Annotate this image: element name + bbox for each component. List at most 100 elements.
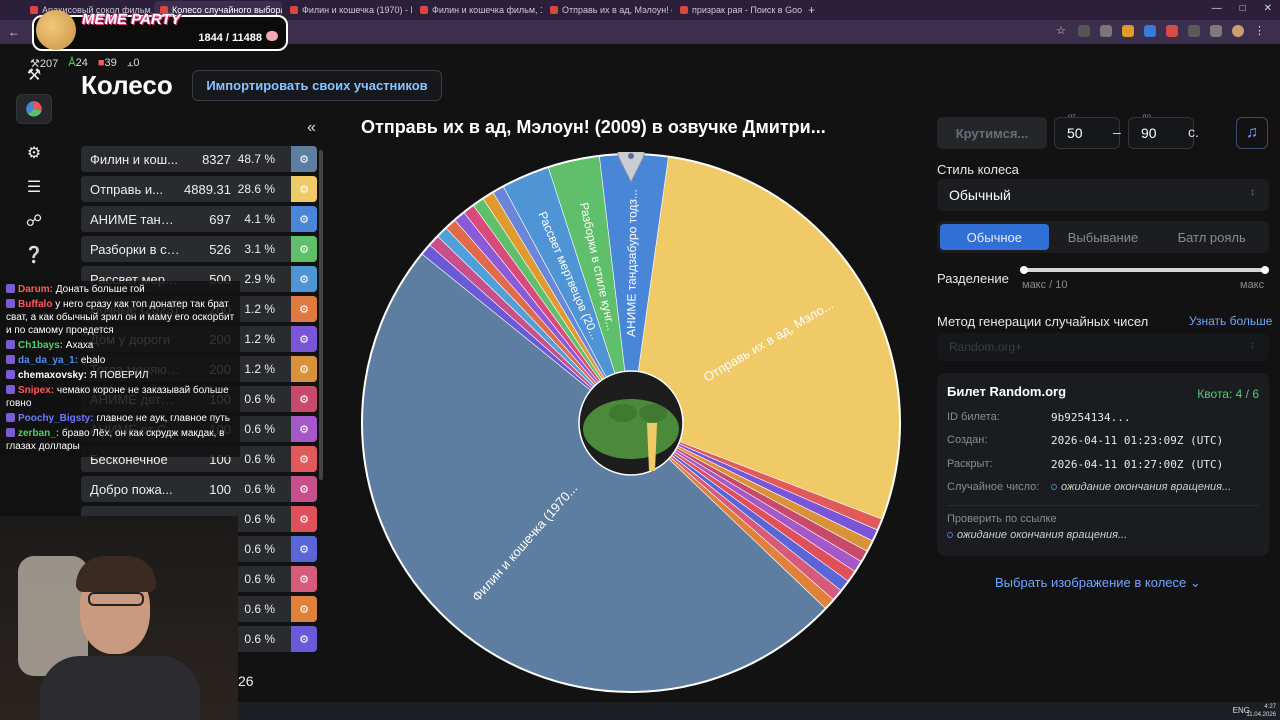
choose-wheel-image-button[interactable]: Выбрать изображение в колесе ⌄ <box>995 575 1201 590</box>
chevron-down-icon: ⌄ <box>1189 575 1201 590</box>
browser-tab[interactable]: Арахисовый сокол фильм, 20✕ <box>24 1 152 19</box>
menu-icon[interactable]: ⋮ <box>1254 25 1265 37</box>
browser-tab[interactable]: Колесо случайного выбора -✕ <box>154 1 282 19</box>
participant-row[interactable]: Филин и кош... 8327 48.7 % ⚙ <box>81 146 317 172</box>
participant-color-tag[interactable]: ⚙ <box>291 446 317 472</box>
import-participants-button[interactable]: Импортировать своих участников <box>192 70 442 101</box>
browser-tab[interactable]: Филин и кошечка (1970) - По✕ <box>284 1 412 19</box>
split-slider[interactable] <box>1020 266 1269 274</box>
help-icon[interactable]: ❔ <box>24 247 44 264</box>
participant-color-tag[interactable]: ⚙ <box>291 236 317 262</box>
language-indicator[interactable]: ENG <box>1232 706 1250 715</box>
os-taskbar: ENG 4:27 11.04.2026 <box>0 702 1280 720</box>
participant-color-tag[interactable]: ⚙ <box>291 296 317 322</box>
ticket-revealed-label: Раскрыт: <box>947 458 993 470</box>
from-label: от <box>1068 112 1076 121</box>
participant-color-tag[interactable]: ⚙ <box>291 416 317 442</box>
pointer-dot <box>628 153 634 159</box>
duration-from-input[interactable]: 50 <box>1054 117 1120 149</box>
wheel-style-select[interactable]: Обычный ↕ <box>937 179 1269 211</box>
mode-battle-royale-tab[interactable]: Батл рояль <box>1177 229 1246 245</box>
participant-row[interactable]: Разборки в ст... 526 3.1 % ⚙ <box>81 236 317 262</box>
streamer-webcam <box>0 516 238 720</box>
slider-knob-min[interactable] <box>1020 266 1028 274</box>
wheel-icon[interactable] <box>16 94 52 124</box>
participant-percent: 1.2 % <box>244 332 275 346</box>
settings-icon[interactable]: ⚙ <box>26 145 42 162</box>
participant-color-tag[interactable]: ⚙ <box>291 476 317 502</box>
ticket-random-label: Случайное число: <box>947 481 1040 493</box>
badge-icon <box>6 340 15 349</box>
participant-color-tag[interactable]: ⚙ <box>291 176 317 202</box>
participant-color-tag[interactable]: ⚙ <box>291 266 317 292</box>
mode-elimination-tab[interactable]: Выбывание <box>1067 229 1139 245</box>
browser-tab[interactable]: Филин и кошечка фильм, 197✕ <box>414 1 542 19</box>
chat-username: chemaxovsky: <box>18 370 87 381</box>
extension-icon[interactable] <box>1100 25 1112 37</box>
extension-icon[interactable] <box>1078 25 1090 37</box>
extension-icons: ☆ ⋮ <box>1056 25 1266 37</box>
chat-text: Ахаха <box>65 340 94 351</box>
wheel-style-label: Стиль колеса <box>937 162 1019 177</box>
minimize-icon[interactable]: — <box>1211 3 1222 14</box>
learn-more-link[interactable]: Узнать больше <box>1189 314 1273 328</box>
mode-normal-tab[interactable]: Обычное <box>940 224 1049 250</box>
participant-row[interactable]: АНИМЕ тандза... 697 4.1 % ⚙ <box>81 206 317 232</box>
chat-message: chemaxovsky: Я ПОВЕРИЛ <box>6 369 240 382</box>
chat-username: da_da_ya_1: <box>18 355 79 366</box>
spin-button[interactable]: Крутимся... <box>937 117 1047 149</box>
participant-color-tag[interactable]: ⚙ <box>291 566 317 592</box>
favicon-icon <box>30 6 38 14</box>
extension-icon[interactable] <box>1144 25 1156 37</box>
shield-icon[interactable]: ☍ <box>25 213 43 230</box>
meme-party-badge: MEME PARTY 1844 / 11488 <box>32 10 288 51</box>
rng-method-select[interactable]: Random.org+ ↕ <box>937 333 1269 361</box>
browser-tab[interactable]: Отправь их в ад, Мэлоун! фил✕ <box>544 1 672 19</box>
system-clock[interactable]: 4:27 11.04.2026 <box>1246 704 1276 718</box>
participant-color-tag[interactable]: ⚙ <box>291 356 317 382</box>
random-wheel[interactable]: Филин и кошечка (1970...Отправь их в ад,… <box>360 152 902 694</box>
extension-icon[interactable] <box>1122 25 1134 37</box>
extension-icon[interactable] <box>1188 25 1200 37</box>
participant-color-tag[interactable]: ⚙ <box>291 626 317 652</box>
participant-color-tag[interactable]: ⚙ <box>291 326 317 352</box>
profile-avatar[interactable] <box>1232 25 1244 37</box>
duration-to-input[interactable]: 90 <box>1128 117 1194 149</box>
browser-tab[interactable]: призрак рая - Поиск в Google✕ <box>674 1 802 19</box>
chat-message: zerban_: браво Лёх, он как скрудж макдак… <box>6 427 240 453</box>
participant-row[interactable]: Добро пожа... 100 0.6 % ⚙ <box>81 476 317 502</box>
participant-amount: 697 <box>209 211 231 227</box>
participant-row[interactable]: Отправь и... 4889.31 28.6 % ⚙ <box>81 176 317 202</box>
participant-color-tag[interactable]: ⚙ <box>291 206 317 232</box>
auction-icon[interactable]: ⚒ <box>26 67 42 84</box>
slider-knob-max[interactable] <box>1261 266 1269 274</box>
new-tab-button[interactable]: + <box>808 3 816 17</box>
favicon-icon <box>420 6 428 14</box>
participant-percent: 0.6 % <box>244 572 275 586</box>
chevron-updown-icon: ↕ <box>1250 187 1255 198</box>
music-note-icon[interactable]: ♫ <box>1236 117 1268 149</box>
extension-icon[interactable] <box>1210 25 1222 37</box>
star-icon[interactable]: ☆ <box>1056 25 1066 37</box>
maximize-icon[interactable]: □ <box>1239 3 1246 14</box>
chat-username: Darum: <box>18 284 54 295</box>
list-scrollbar[interactable] <box>319 150 323 480</box>
participant-percent: 0.6 % <box>244 512 275 526</box>
participant-color-tag[interactable]: ⚙ <box>291 146 317 172</box>
chat-text: Я ПОВЕРИЛ <box>89 370 149 381</box>
extension-icon[interactable] <box>1166 25 1178 37</box>
badge-icon <box>6 385 15 394</box>
participant-color-tag[interactable]: ⚙ <box>291 506 317 532</box>
close-icon[interactable]: ✕ <box>1263 3 1272 14</box>
layers-icon[interactable]: ☰ <box>26 179 42 196</box>
chat-username: Buffalo <box>18 299 53 310</box>
doge-avatar <box>36 10 76 50</box>
participant-color-tag[interactable]: ⚙ <box>291 536 317 562</box>
chat-message: Buffalo у него сразу как топ донатер так… <box>6 298 240 337</box>
rng-method-label: Метод генерации случайных чисел <box>937 314 1149 329</box>
back-icon[interactable]: ← <box>8 25 20 39</box>
participant-color-tag[interactable]: ⚙ <box>291 596 317 622</box>
participant-percent: 4.1 % <box>244 212 275 226</box>
participant-color-tag[interactable]: ⚙ <box>291 386 317 412</box>
collapse-panel-button[interactable]: « <box>307 119 316 136</box>
